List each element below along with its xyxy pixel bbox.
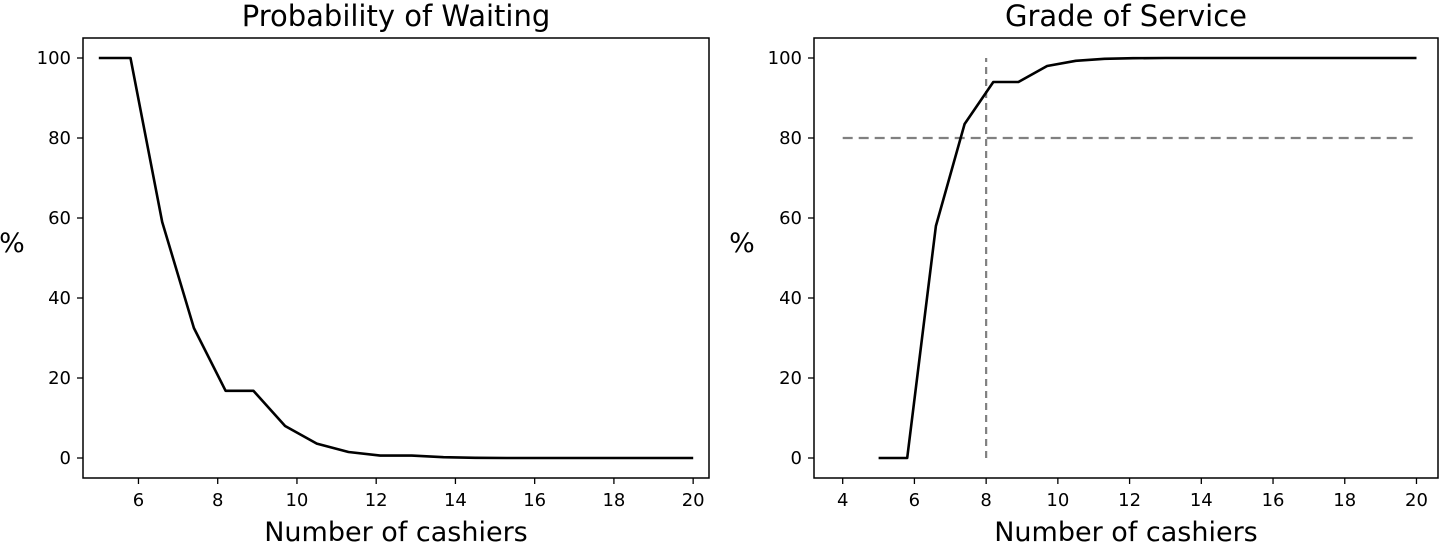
y-tick-label: 20 xyxy=(48,368,71,389)
axis-ticks: 4 6 8 10 12 14 16 18 20 0 20 40 60 80 100 xyxy=(768,48,1428,511)
x-tick-label: 10 xyxy=(1046,490,1069,511)
y-tick-label: 80 xyxy=(779,128,802,149)
x-tick-label: 14 xyxy=(444,490,467,511)
plot-frame xyxy=(82,37,710,479)
x-tick-label: 18 xyxy=(602,490,625,511)
y-axis-label: % xyxy=(729,228,755,259)
x-tick-label: 20 xyxy=(1405,490,1428,511)
x-tick-label: 12 xyxy=(1118,490,1141,511)
x-tick-label: 12 xyxy=(365,490,388,511)
reference-lines xyxy=(842,58,1417,458)
y-tick-label: 40 xyxy=(48,288,71,309)
x-tick-label: 8 xyxy=(980,490,991,511)
y-tick-label: 20 xyxy=(779,368,802,389)
axis-ticks: 6 8 10 12 14 16 18 20 0 20 40 60 80 100 xyxy=(37,48,705,511)
chart-probability-of-waiting: Probability of Waiting % Number of cashi… xyxy=(0,0,710,543)
x-tick-label: 16 xyxy=(1262,490,1285,511)
x-axis-label: Number of cashiers xyxy=(264,517,528,543)
plot-frame xyxy=(813,37,1439,479)
chart-title: Grade of Service xyxy=(1005,0,1247,33)
x-tick-label: 6 xyxy=(909,490,920,511)
y-tick-label: 100 xyxy=(768,48,802,69)
x-tick-label: 4 xyxy=(837,490,848,511)
x-tick-label: 6 xyxy=(133,490,144,511)
y-tick-label: 0 xyxy=(60,448,71,469)
x-tick-label: 16 xyxy=(523,490,546,511)
y-tick-label: 0 xyxy=(791,448,802,469)
x-axis-label: Number of cashiers xyxy=(994,517,1258,543)
series-line xyxy=(878,56,1417,460)
x-tick-label: 18 xyxy=(1333,490,1356,511)
x-tick-label: 10 xyxy=(285,490,308,511)
y-tick-label: 40 xyxy=(779,288,802,309)
series-line xyxy=(98,56,694,460)
y-tick-label: 60 xyxy=(48,208,71,229)
y-tick-label: 100 xyxy=(37,48,71,69)
x-tick-label: 14 xyxy=(1190,490,1213,511)
series-lines xyxy=(878,56,1417,460)
y-tick-label: 80 xyxy=(48,128,71,149)
chart-title: Probability of Waiting xyxy=(242,0,551,33)
series-lines xyxy=(98,56,694,460)
chart-grade-of-service: Grade of Service % Number of cashiers 4 6… xyxy=(729,0,1439,543)
y-axis-label: % xyxy=(0,228,25,259)
y-tick-label: 60 xyxy=(779,208,802,229)
x-tick-label: 8 xyxy=(212,490,223,511)
x-tick-label: 20 xyxy=(682,490,705,511)
